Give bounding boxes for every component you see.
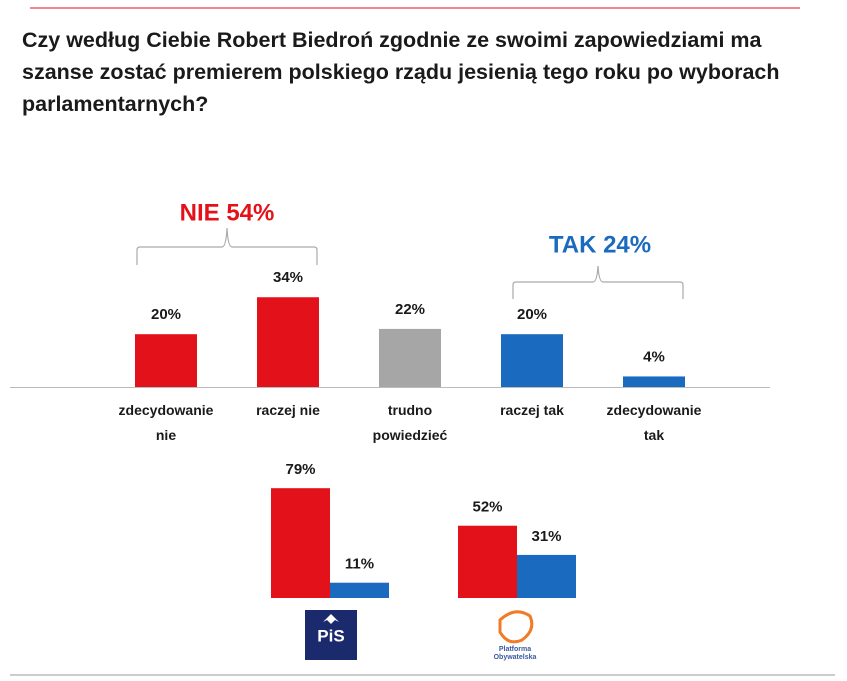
po-logo <box>498 610 534 644</box>
value-label: 31% <box>531 528 561 545</box>
logo-label: Platforma Obywatelska <box>493 646 537 661</box>
chart-title: Czy według Ciebie Robert Biedroń zgodnie… <box>22 28 780 116</box>
value-label: 20% <box>151 306 181 323</box>
bar <box>257 297 319 387</box>
value-label: 52% <box>472 499 502 516</box>
x-tick-label: raczej tak <box>500 402 564 418</box>
bar <box>501 334 563 387</box>
value-label: 20% <box>517 306 547 323</box>
annotation: NIE 54% <box>180 199 275 226</box>
logo-label: PiS <box>317 626 344 645</box>
x-tick-label: zdecydowanie nie <box>118 402 214 443</box>
value-label: 34% <box>273 269 303 286</box>
bar <box>623 376 685 387</box>
value-label: 4% <box>643 348 665 365</box>
bar <box>330 582 389 598</box>
bracket <box>512 265 684 299</box>
value-label: 11% <box>345 556 374 573</box>
value-label: 22% <box>395 301 425 318</box>
bar <box>271 488 330 598</box>
bar <box>458 525 517 598</box>
bar <box>135 334 197 387</box>
annotation: TAK 24% <box>549 231 651 258</box>
bar <box>517 554 576 598</box>
x-tick-label: trudno powiedzieć <box>372 402 448 443</box>
value-label: 79% <box>285 461 315 478</box>
x-tick-label: zdecydowanie tak <box>606 402 702 443</box>
bracket <box>136 227 318 265</box>
bar <box>379 328 441 387</box>
x-tick-label: raczej nie <box>256 402 320 418</box>
logo-eagle <box>323 614 339 624</box>
